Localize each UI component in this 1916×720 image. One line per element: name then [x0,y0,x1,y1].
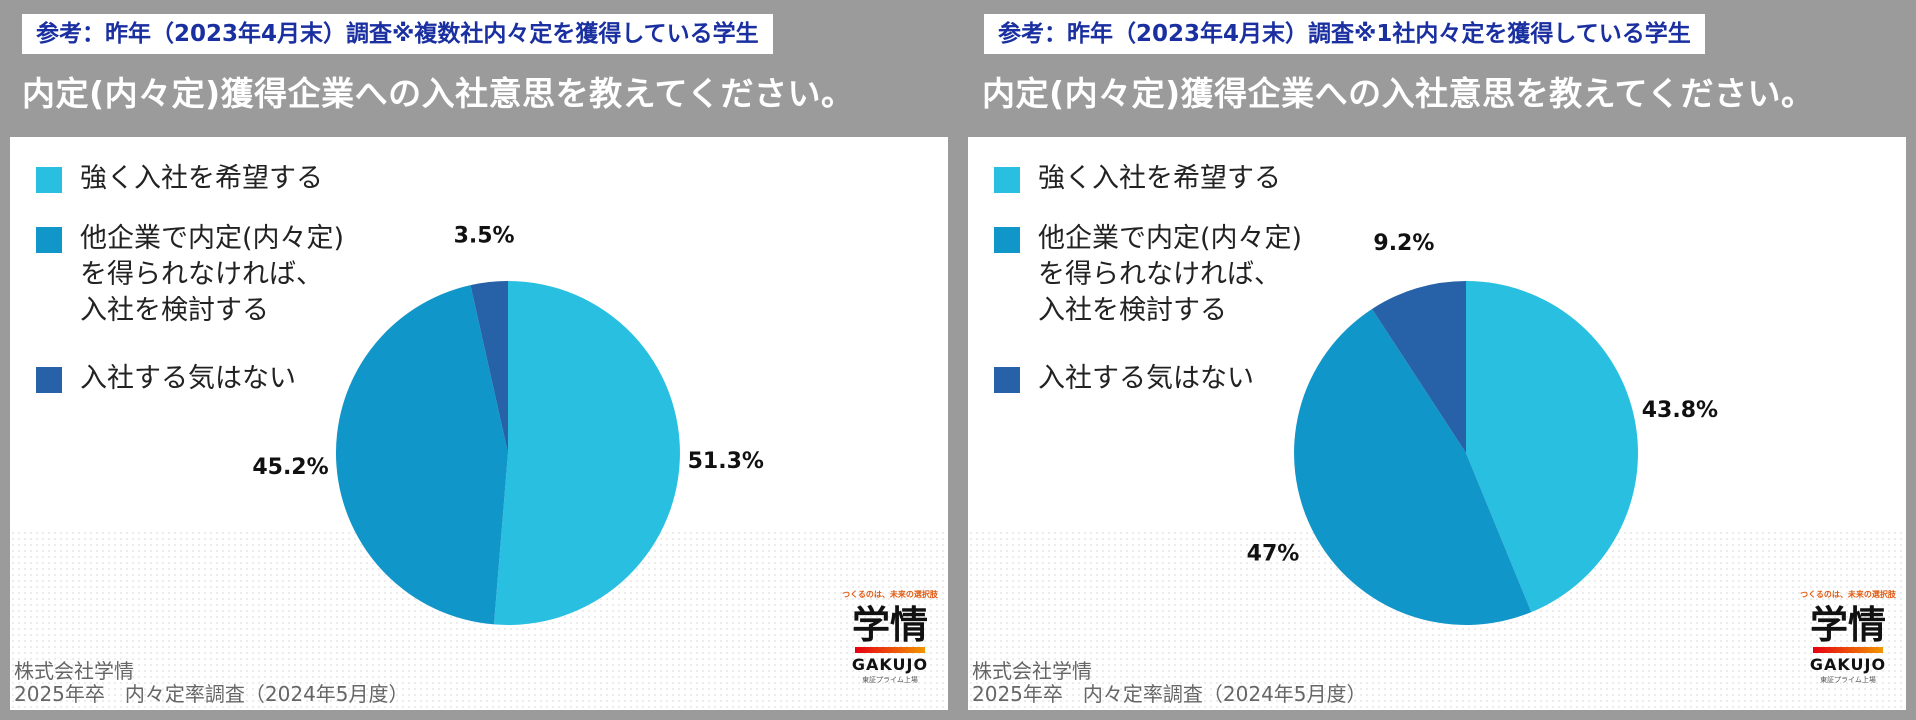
source-company: 株式会社学情 [972,659,1092,683]
panel-tag: 参考：昨年（2023年4月末）調査※1社内々定を獲得している学生 [984,14,1705,54]
slice-strong [1466,281,1638,613]
legend-label: 強く入社を希望する [80,163,323,194]
label-strong: 43.8% [1642,398,1718,423]
legend-label: 他企業で内定(内々定) を得られなければ、 入社を検討する [1038,223,1303,326]
legend-swatch [36,167,62,193]
slice-consider [1294,308,1532,625]
logo-sub: 東証プライム上場 [1820,676,1876,684]
source-footer: 株式会社学情 2025年卒 内々定率調査（2024年5月度） [14,660,409,706]
label-consider: 45.2% [252,455,328,480]
legend-swatch [36,227,62,253]
legend-label: 強く入社を希望する [1038,163,1281,194]
legend-label: 入社する気はない [80,363,296,394]
logo-bar [1813,647,1883,653]
label-consider: 47% [1247,541,1300,566]
logo-tagline: つくるのは、未来の選択肢 [1800,590,1896,599]
label-strong: 51.3% [688,449,764,474]
gakujo-logo: つくるのは、未来の選択肢 学情 GAKUJO 東証プライム上場 [825,589,948,709]
legend-swatch [994,367,1020,393]
pie-chart: 43.8% 47% 9.2% [1247,231,1718,625]
label-no-intent: 9.2% [1373,231,1434,256]
chart-title: 内定(内々定)獲得企業への入社意思を教えてください。 [982,74,1815,113]
panel-single-offer: 参考：昨年（2023年4月末）調査※1社内々定を獲得している学生 内定(内々定)… [958,0,1916,720]
logo-brand: GAKUJO [1809,655,1887,674]
logo-brand: GAKUJO [851,655,929,674]
logo-mark: 学情 [1809,603,1886,647]
logo-bar [855,647,925,653]
slice-no-intent [470,281,508,453]
legend-swatch [994,167,1020,193]
slice-no-intent [1372,281,1466,453]
legend-swatch [36,367,62,393]
legend-swatch [994,227,1020,253]
chart-card: 強く入社を希望する 他企業で内定(内々定) を得られなければ、 入社を検討する … [10,137,948,710]
panel-tag: 参考：昨年（2023年4月末）調査※複数社内々定を獲得している学生 [22,14,773,54]
logo-sub: 東証プライム上場 [862,676,918,684]
label-no-intent: 3.5% [454,223,515,248]
source-company: 株式会社学情 [14,659,134,683]
pie-chart: 51.3% 45.2% 3.5% [252,223,764,625]
logo-tagline: つくるのは、未来の選択肢 [842,590,938,599]
slice-consider [335,285,508,625]
panel-multiple-offers: 参考：昨年（2023年4月末）調査※複数社内々定を獲得している学生 内定(内々定… [10,14,948,710]
gakujo-logo: つくるのは、未来の選択肢 学情 GAKUJO 東証プライム上場 [1783,589,1906,709]
legend-label: 他企業で内定(内々定) を得られなければ、 入社を検討する [80,223,345,326]
chart-card: 強く入社を希望する 他企業で内定(内々定) を得られなければ、 入社を検討する … [968,137,1906,710]
chart-title: 内定(内々定)獲得企業への入社意思を教えてください。 [22,74,855,113]
logo-mark: 学情 [851,603,928,647]
source-survey: 2025年卒 内々定率調査（2024年5月度） [14,682,409,706]
legend-label: 入社する気はない [1038,363,1254,394]
source-footer: 株式会社学情 2025年卒 内々定率調査（2024年5月度） [972,660,1367,706]
source-survey: 2025年卒 内々定率調査（2024年5月度） [972,682,1367,706]
slice-strong [493,281,680,625]
